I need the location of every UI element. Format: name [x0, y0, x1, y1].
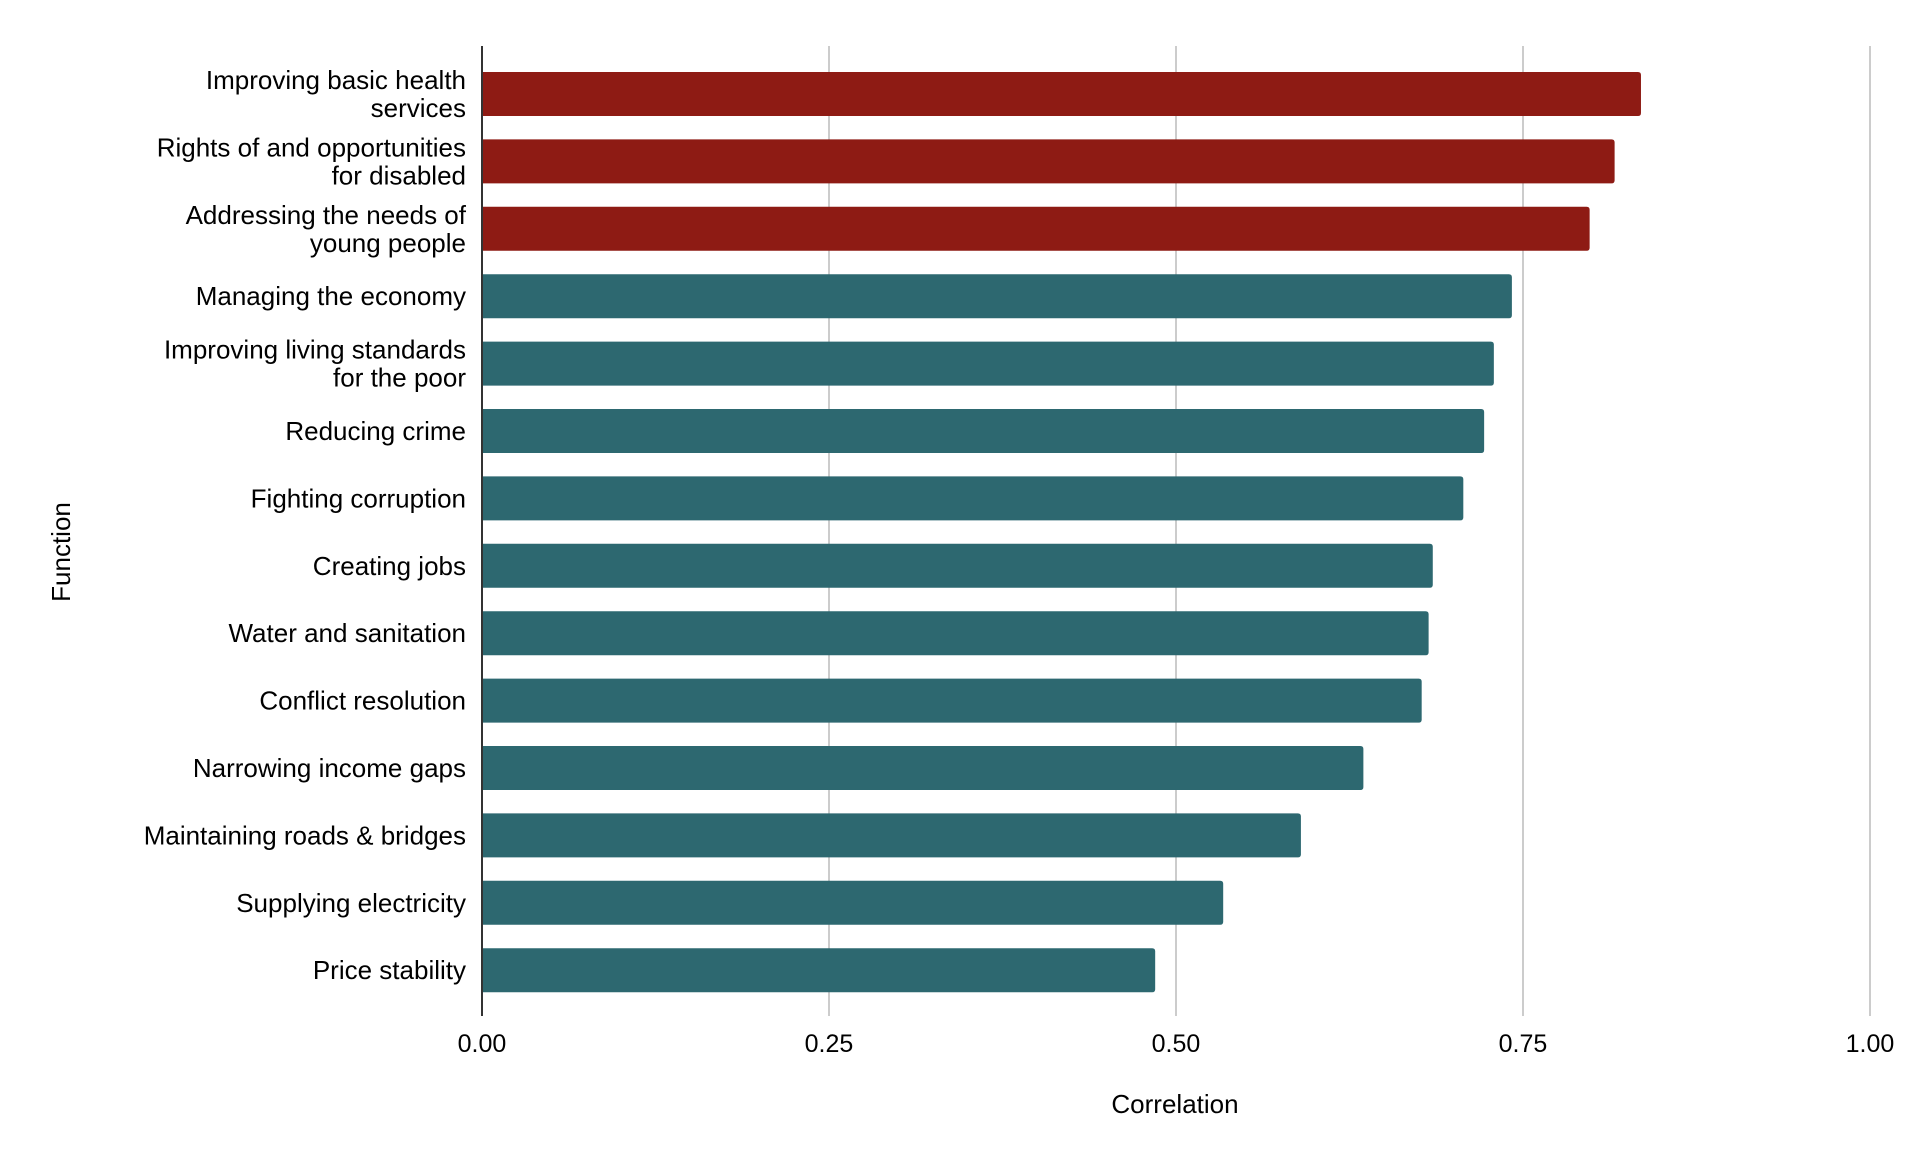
category-label: Managing the economy — [196, 281, 466, 311]
bar — [482, 341, 1494, 386]
category-label: Rights of and opportunities for disabled — [157, 132, 466, 190]
category-label: Reducing crime — [285, 416, 466, 446]
category-label: Improving living standards for the poor — [164, 335, 466, 393]
category-label: Maintaining roads & bridges — [144, 820, 466, 850]
x-tick-label: 1.00 — [1846, 1030, 1895, 1058]
x-tick-label: 0.50 — [1152, 1030, 1201, 1058]
labels: 0.00 0.25 0.50 0.75 1.00 Improving basic heal… — [144, 65, 1895, 1058]
bar — [482, 880, 1224, 925]
bar — [482, 611, 1429, 656]
category-label: Conflict resolution — [259, 686, 466, 716]
category-label: Supplying electricity — [236, 888, 466, 918]
bar — [482, 72, 1641, 116]
bar — [482, 476, 1464, 521]
bar — [482, 274, 1512, 319]
category-label: Improving basic health services — [206, 65, 466, 123]
bars — [482, 72, 1641, 993]
category-label: Fighting corruption — [251, 483, 466, 513]
bar — [482, 409, 1485, 453]
x-tick-label: 0.25 — [805, 1030, 854, 1058]
x-tick-label: 0.00 — [458, 1030, 507, 1058]
bar — [482, 206, 1590, 251]
bar — [482, 813, 1301, 858]
category-label: Addressing the needs of young people — [186, 200, 467, 258]
category-label: Water and sanitation — [228, 618, 466, 648]
category-label: Price stability — [313, 955, 466, 985]
category-label: Narrowing income gaps — [193, 753, 466, 783]
bar — [482, 678, 1422, 723]
category-label: Creating jobs — [313, 551, 466, 581]
x-tick-label: 0.75 — [1499, 1030, 1548, 1058]
x-axis-title: Correlation — [1111, 1089, 1238, 1119]
y-axis-title: Function — [46, 502, 76, 602]
bar — [482, 139, 1615, 184]
bar — [482, 948, 1156, 993]
bar — [482, 543, 1433, 588]
gridlines — [828, 46, 1871, 1016]
bar — [482, 746, 1364, 790]
